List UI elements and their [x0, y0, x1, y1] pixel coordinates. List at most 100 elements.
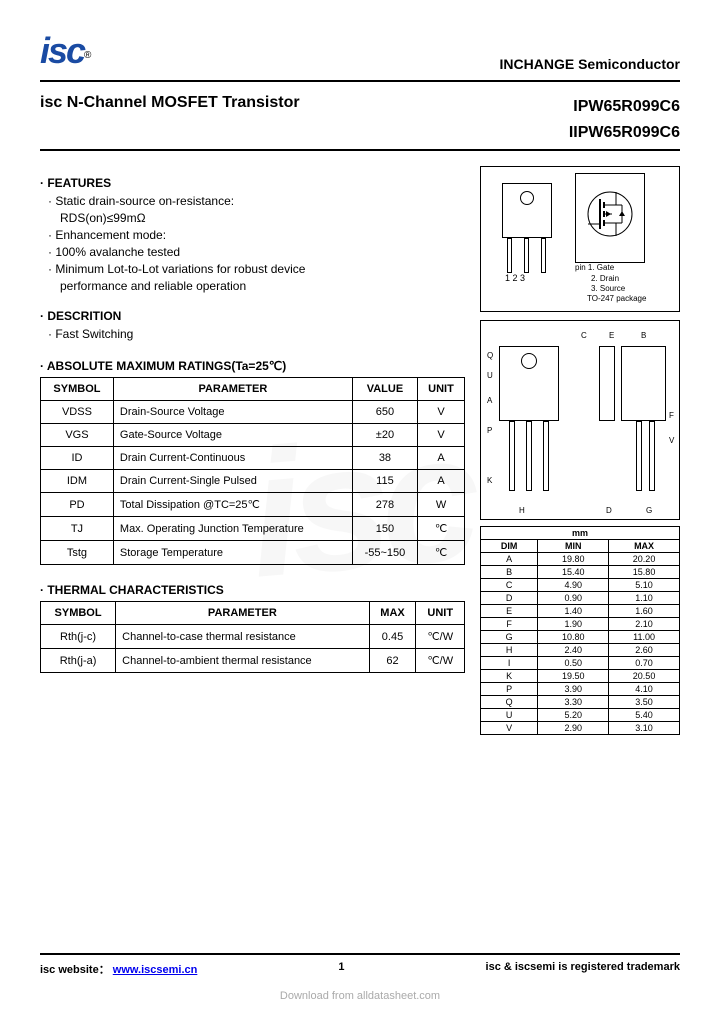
table-cell: PD: [41, 493, 114, 517]
dim-title: mm: [481, 526, 680, 539]
table-row: VDSSDrain-Source Voltage650V: [41, 401, 465, 424]
table-cell: Channel-to-case thermal resistance: [116, 625, 369, 649]
table-cell: 19.80: [538, 552, 609, 565]
table-cell: Rth(j-c): [41, 625, 116, 649]
table-header: DIM: [481, 539, 538, 552]
table-cell: 150: [352, 517, 417, 541]
table-cell: 0.45: [369, 625, 416, 649]
table-row: E1.401.60: [481, 604, 680, 617]
table-cell: ±20: [352, 424, 417, 447]
logo-reg: ®: [84, 50, 91, 61]
table-cell: ℃/W: [416, 649, 465, 673]
description-line: · Fast Switching: [48, 327, 465, 341]
feature-line: · Static drain-source on-resistance:: [48, 194, 465, 208]
mosfet-symbol-box: pin 1. Gate 2. Drain 3. Source TO-247 pa…: [575, 173, 646, 305]
table-row: H2.402.60: [481, 643, 680, 656]
table-cell: 0.90: [538, 591, 609, 604]
part-number-2: IIPW65R099C6: [569, 120, 680, 146]
table-header: SYMBOL: [41, 378, 114, 401]
table-cell: K: [481, 669, 538, 682]
table-cell: TJ: [41, 517, 114, 541]
ratings-table: SYMBOLPARAMETERVALUEUNIT VDSSDrain-Sourc…: [40, 377, 465, 565]
footer: isc website： www.iscsemi.cn 1 isc & iscs…: [40, 949, 680, 977]
table-cell: IDM: [41, 470, 114, 493]
company-name: INCHANGE Semiconductor: [500, 56, 680, 72]
table-row: TstgStorage Temperature-55~150℃: [41, 541, 465, 565]
table-cell: 4.90: [538, 578, 609, 591]
divider-title: [40, 149, 680, 151]
table-cell: Rth(j-a): [41, 649, 116, 673]
table-cell: Total Dissipation @TC=25℃: [113, 493, 352, 517]
table-cell: Channel-to-ambient thermal resistance: [116, 649, 369, 673]
table-cell: Max. Operating Junction Temperature: [113, 517, 352, 541]
feature-line: · Enhancement mode:: [48, 228, 465, 242]
table-cell: Tstg: [41, 541, 114, 565]
table-cell: 1.10: [609, 591, 680, 604]
table-row: K19.5020.50: [481, 669, 680, 682]
table-cell: ℃/W: [416, 625, 465, 649]
table-cell: U: [481, 708, 538, 721]
table-cell: W: [418, 493, 465, 517]
right-column: 1 2 3: [480, 166, 680, 735]
table-cell: Drain-Source Voltage: [113, 401, 352, 424]
table-cell: V: [418, 424, 465, 447]
table-cell: Drain Current-Single Pulsed: [113, 470, 352, 493]
table-row: TJMax. Operating Junction Temperature150…: [41, 517, 465, 541]
table-cell: 19.50: [538, 669, 609, 682]
table-cell: -55~150: [352, 541, 417, 565]
table-cell: 2.40: [538, 643, 609, 656]
feature-line: RDS(on)≤99mΩ: [60, 211, 465, 225]
logo: isc®: [40, 30, 91, 72]
logo-text: isc: [40, 30, 84, 71]
table-cell: 3.10: [609, 721, 680, 734]
table-cell: 11.00: [609, 630, 680, 643]
table-cell: 1.40: [538, 604, 609, 617]
table-cell: ID: [41, 447, 114, 470]
table-row: IDMDrain Current-Single Pulsed115A: [41, 470, 465, 493]
main-title: isc N-Channel MOSFET Transistor: [40, 94, 300, 112]
table-cell: 2.60: [609, 643, 680, 656]
thermal-title: · THERMAL CHARACTERISTICS: [40, 583, 465, 597]
table-cell: V: [418, 401, 465, 424]
table-cell: 650: [352, 401, 417, 424]
table-cell: 2.10: [609, 617, 680, 630]
table-header: SYMBOL: [41, 602, 116, 625]
table-cell: G: [481, 630, 538, 643]
table-cell: D: [481, 591, 538, 604]
table-header: MIN: [538, 539, 609, 552]
table-header: UNIT: [416, 602, 465, 625]
table-cell: C: [481, 578, 538, 591]
table-cell: A: [418, 470, 465, 493]
table-header: VALUE: [352, 378, 417, 401]
website-link[interactable]: www.iscsemi.cn: [113, 964, 198, 976]
feature-line: · 100% avalanche tested: [48, 245, 465, 259]
feature-line: performance and reliable operation: [60, 279, 465, 293]
table-row: F1.902.10: [481, 617, 680, 630]
table-header: MAX: [369, 602, 416, 625]
table-header: UNIT: [418, 378, 465, 401]
table-cell: A: [481, 552, 538, 565]
table-row: G10.8011.00: [481, 630, 680, 643]
package-diagram: 1 2 3: [480, 166, 680, 312]
table-row: IDDrain Current-Continuous38A: [41, 447, 465, 470]
pin-legend: pin 1. Gate 2. Drain 3. Source TO-247 pa…: [575, 263, 646, 305]
table-cell: Storage Temperature: [113, 541, 352, 565]
table-cell: 38: [352, 447, 417, 470]
table-cell: V: [481, 721, 538, 734]
table-cell: 20.50: [609, 669, 680, 682]
page-number: 1: [338, 961, 344, 977]
table-row: I0.500.70: [481, 656, 680, 669]
ratings-title: · ABSOLUTE MAXIMUM RATINGS(Ta=25℃): [40, 359, 465, 373]
table-row: VGSGate-Source Voltage±20V: [41, 424, 465, 447]
table-cell: P: [481, 682, 538, 695]
table-row: Q3.303.50: [481, 695, 680, 708]
thermal-table: SYMBOLPARAMETERMAXUNIT Rth(j-c)Channel-t…: [40, 601, 465, 673]
table-cell: 15.40: [538, 565, 609, 578]
package-drawing: 1 2 3: [487, 173, 567, 283]
header-row: isc® INCHANGE Semiconductor: [40, 30, 680, 72]
table-cell: 0.50: [538, 656, 609, 669]
table-cell: 10.80: [538, 630, 609, 643]
mechanical-drawing: Q U A P K H C E B F V D G: [480, 320, 680, 520]
table-cell: VGS: [41, 424, 114, 447]
table-cell: 62: [369, 649, 416, 673]
